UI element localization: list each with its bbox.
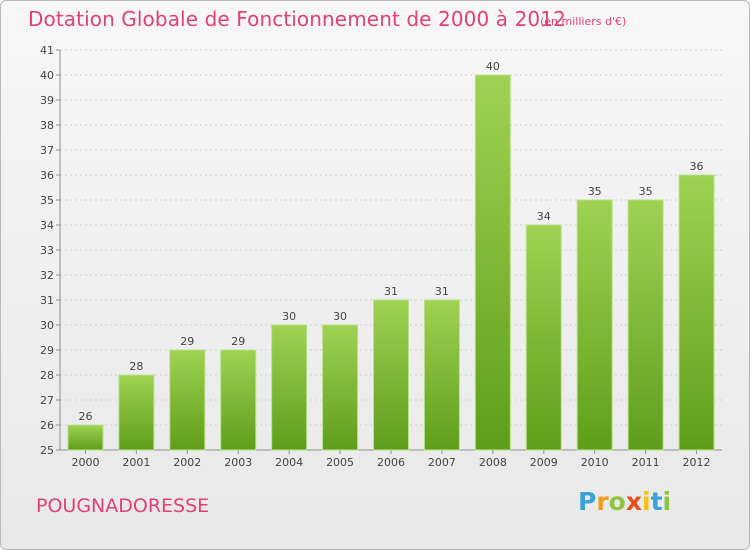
- bar: [474, 74, 511, 451]
- y-tick-label: 39: [40, 94, 54, 107]
- bar: [271, 324, 308, 451]
- brand-logo-letter: P: [578, 487, 597, 516]
- data-label: 29: [231, 335, 245, 348]
- x-tick-label: 2009: [530, 456, 558, 469]
- data-label: 35: [639, 185, 653, 198]
- brand-logo-letter: r: [596, 487, 609, 516]
- bar: [678, 174, 715, 451]
- x-tick-label: 2011: [632, 456, 660, 469]
- data-label: 40: [486, 60, 500, 73]
- y-tick-label: 27: [40, 394, 54, 407]
- bar: [220, 349, 257, 451]
- y-tick-label: 28: [40, 369, 54, 382]
- data-label: 29: [180, 335, 194, 348]
- data-label: 28: [129, 360, 143, 373]
- data-label: 31: [435, 285, 449, 298]
- y-tick-label: 34: [40, 219, 54, 232]
- bar: [169, 349, 206, 451]
- x-tick-label: 2000: [71, 456, 99, 469]
- x-tick-label: 2004: [275, 456, 303, 469]
- x-tick-label: 2002: [173, 456, 201, 469]
- bar: [423, 299, 460, 451]
- bar: [627, 199, 664, 451]
- bars: [67, 74, 715, 451]
- x-tick-label: 2007: [428, 456, 456, 469]
- y-tick-label: 37: [40, 144, 54, 157]
- brand-logo-letter: t: [650, 487, 663, 516]
- data-label: 35: [588, 185, 602, 198]
- data-label: 30: [282, 310, 296, 323]
- chart-title: Dotation Globale de Fonctionnement de 20…: [28, 7, 566, 31]
- brand-logo: Proxiti: [578, 487, 671, 516]
- bar: [118, 374, 155, 451]
- place-name: POUGNADORESSE: [36, 495, 210, 517]
- y-tick-label: 31: [40, 294, 54, 307]
- x-tick-label: 2012: [683, 456, 711, 469]
- x-tick-label: 2003: [224, 456, 252, 469]
- y-tick-label: 33: [40, 244, 54, 257]
- y-tick-label: 40: [40, 69, 54, 82]
- y-tick-label: 38: [40, 119, 54, 132]
- brand-logo-letter: i: [642, 487, 651, 516]
- y-tick-label: 35: [40, 194, 54, 207]
- y-tick-label: 25: [40, 444, 54, 457]
- bar: [67, 424, 104, 451]
- chart-subtitle: (en milliers d'€): [540, 15, 627, 28]
- data-label: 30: [333, 310, 347, 323]
- x-tick-label: 2010: [581, 456, 609, 469]
- y-tick-label: 36: [40, 169, 54, 182]
- brand-logo-letter: i: [662, 487, 672, 516]
- y-tick-label: 32: [40, 269, 54, 282]
- brand-logo-letter: x: [625, 487, 642, 516]
- y-tick-label: 26: [40, 419, 54, 432]
- y-tick-label: 30: [40, 319, 54, 332]
- data-label: 26: [78, 410, 92, 423]
- brand-logo-letter: o: [608, 487, 626, 516]
- x-tick-label: 2006: [377, 456, 405, 469]
- bar: [576, 199, 613, 451]
- bar: [373, 299, 409, 451]
- bar: [525, 224, 562, 451]
- data-label: 36: [690, 160, 704, 173]
- y-tick-label: 41: [40, 44, 54, 57]
- x-tick-label: 2001: [122, 456, 150, 469]
- bar: [322, 324, 359, 451]
- y-tick-label: 29: [40, 344, 54, 357]
- x-tick-label: 2008: [479, 456, 507, 469]
- data-label: 31: [384, 285, 398, 298]
- data-label: 34: [537, 210, 551, 223]
- x-tick-label: 2005: [326, 456, 354, 469]
- labels: 25 26 27 28 29 30 31 32 33 34 35 36 37 38 39 40 41 26 2000…: [40, 44, 711, 469]
